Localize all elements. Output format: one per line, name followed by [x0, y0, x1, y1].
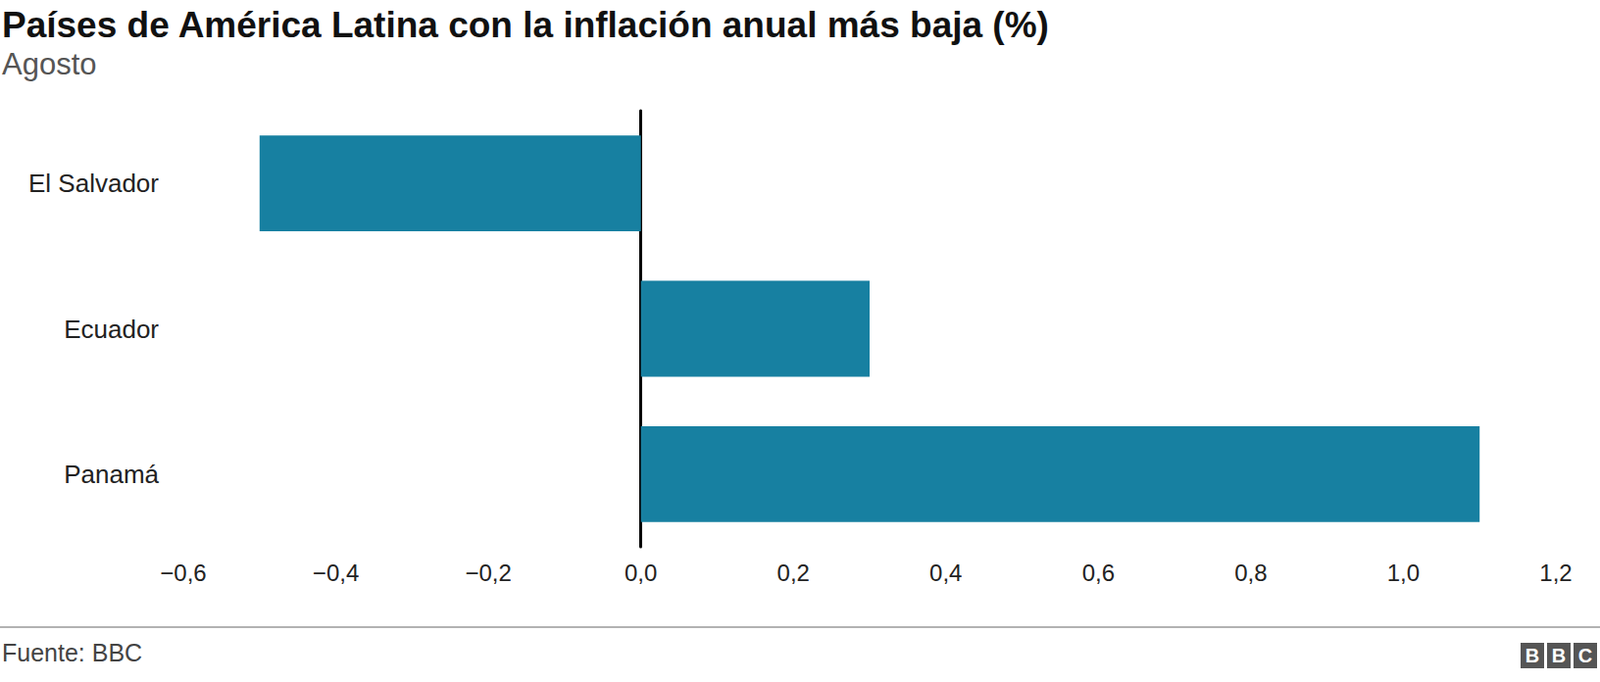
- svg-text:Fuente: BBC: Fuente: BBC: [1, 639, 143, 667]
- svg-text:0,8: 0,8: [1234, 559, 1267, 587]
- svg-text:Ecuador: Ecuador: [63, 314, 159, 345]
- svg-text:C: C: [1578, 645, 1593, 667]
- svg-text:0,2: 0,2: [777, 559, 810, 587]
- svg-text:1,0: 1,0: [1387, 559, 1420, 587]
- svg-text:El Salvador: El Salvador: [28, 168, 159, 199]
- svg-text:−0,2: −0,2: [464, 559, 511, 587]
- svg-text:B: B: [1551, 645, 1566, 667]
- svg-text:B: B: [1525, 645, 1540, 667]
- svg-text:0,6: 0,6: [1082, 559, 1115, 587]
- svg-text:−0,4: −0,4: [312, 559, 359, 587]
- svg-text:Países de América Latina con l: Países de América Latina con la inflació…: [1, 4, 1050, 46]
- svg-text:Agosto: Agosto: [1, 47, 98, 82]
- svg-text:−0,6: −0,6: [159, 559, 206, 587]
- svg-text:0,4: 0,4: [929, 559, 962, 587]
- svg-text:0,0: 0,0: [624, 559, 657, 587]
- svg-text:Panamá: Panamá: [63, 459, 159, 490]
- svg-text:1,2: 1,2: [1539, 559, 1572, 587]
